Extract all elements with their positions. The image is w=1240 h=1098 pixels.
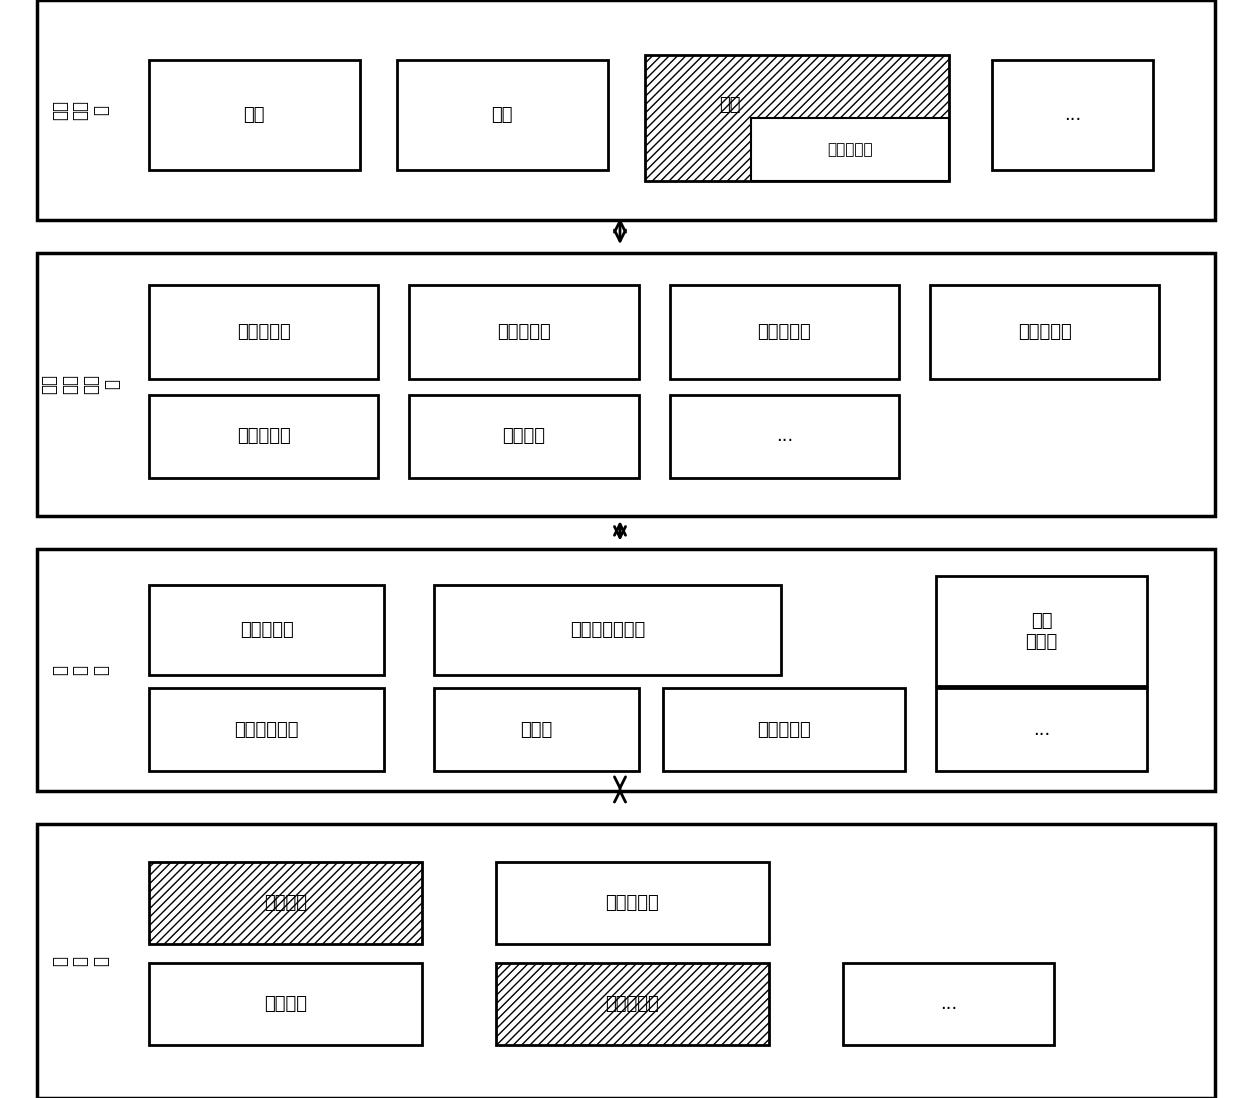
- Text: 设置: 设置: [719, 97, 740, 114]
- FancyBboxPatch shape: [149, 963, 422, 1045]
- Text: 应用
程序
框架
层: 应用 程序 框架 层: [41, 374, 120, 394]
- Text: 显示驱动: 显示驱动: [264, 894, 306, 912]
- FancyBboxPatch shape: [149, 60, 360, 170]
- Text: 视图系统: 视图系统: [502, 427, 546, 446]
- FancyBboxPatch shape: [434, 585, 781, 675]
- FancyBboxPatch shape: [149, 688, 384, 771]
- FancyBboxPatch shape: [936, 688, 1147, 771]
- Text: 音频驱动: 音频驱动: [264, 995, 306, 1013]
- FancyBboxPatch shape: [149, 285, 378, 379]
- FancyBboxPatch shape: [645, 55, 949, 181]
- Text: ...: ...: [776, 427, 792, 446]
- FancyBboxPatch shape: [409, 285, 639, 379]
- Text: 通知管理器: 通知管理器: [237, 427, 290, 446]
- FancyBboxPatch shape: [843, 963, 1054, 1045]
- FancyBboxPatch shape: [409, 395, 639, 478]
- Text: 系
统
库: 系 统 库: [51, 664, 110, 675]
- FancyBboxPatch shape: [496, 963, 769, 1045]
- Text: ...: ...: [940, 995, 957, 1013]
- FancyBboxPatch shape: [992, 60, 1153, 170]
- FancyBboxPatch shape: [434, 688, 639, 771]
- Text: 内容提供器: 内容提供器: [497, 323, 551, 341]
- Text: 传感器驱动: 传感器驱动: [605, 995, 660, 1013]
- FancyBboxPatch shape: [37, 549, 1215, 791]
- FancyBboxPatch shape: [37, 253, 1215, 516]
- FancyBboxPatch shape: [496, 862, 769, 944]
- Text: 相机: 相机: [243, 107, 265, 124]
- Text: 媒体库: 媒体库: [520, 720, 553, 739]
- Text: 二维图形引擎: 二维图形引擎: [234, 720, 299, 739]
- FancyBboxPatch shape: [930, 285, 1159, 379]
- FancyBboxPatch shape: [751, 119, 949, 181]
- Text: 摄像头驱动: 摄像头驱动: [605, 894, 660, 912]
- FancyBboxPatch shape: [670, 395, 899, 478]
- Text: 图库: 图库: [491, 107, 513, 124]
- FancyBboxPatch shape: [936, 576, 1147, 686]
- FancyBboxPatch shape: [149, 585, 384, 675]
- Text: 三维图形处理库: 三维图形处理库: [570, 621, 645, 639]
- Text: 表面管理器: 表面管理器: [239, 621, 294, 639]
- Text: ...: ...: [1064, 107, 1081, 124]
- Text: 电话管理器: 电话管理器: [758, 323, 811, 341]
- Text: 亮度条调节: 亮度条调节: [827, 142, 873, 157]
- FancyBboxPatch shape: [670, 285, 899, 379]
- Text: 内
核
层: 内 核 层: [51, 955, 110, 966]
- FancyBboxPatch shape: [397, 60, 608, 170]
- Text: 窗口管理器: 窗口管理器: [237, 323, 290, 341]
- Text: 图像处理库: 图像处理库: [758, 720, 811, 739]
- FancyBboxPatch shape: [37, 0, 1215, 220]
- FancyBboxPatch shape: [149, 862, 422, 944]
- Text: 应用
程序
层: 应用 程序 层: [51, 100, 110, 120]
- Text: 安卓
运行时: 安卓 运行时: [1025, 612, 1058, 651]
- FancyBboxPatch shape: [37, 824, 1215, 1098]
- FancyBboxPatch shape: [663, 688, 905, 771]
- Text: ...: ...: [1033, 720, 1050, 739]
- Text: 资源管理器: 资源管理器: [1018, 323, 1071, 341]
- FancyBboxPatch shape: [149, 395, 378, 478]
